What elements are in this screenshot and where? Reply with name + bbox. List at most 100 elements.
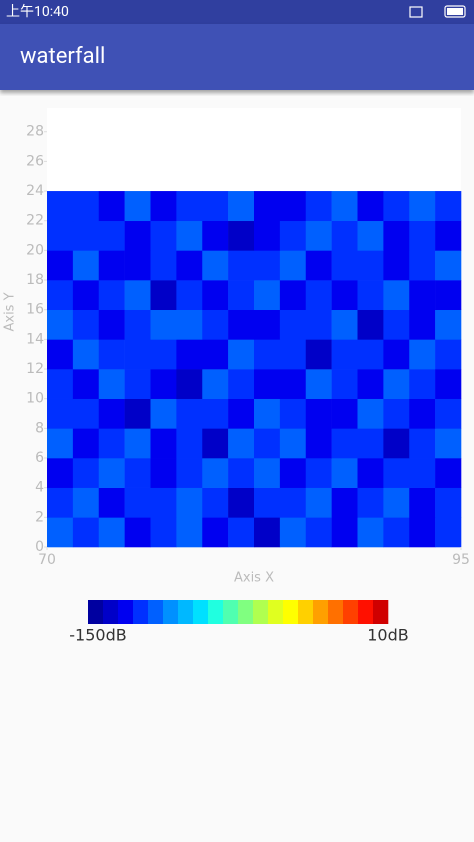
heatmap-cell <box>435 309 462 340</box>
heatmap-cell <box>176 280 203 311</box>
heatmap-cell <box>47 369 74 399</box>
heatmap-cell <box>150 458 177 488</box>
x-tick-label: 95 <box>452 552 470 568</box>
y-tick-label: 4 <box>35 480 44 496</box>
heatmap-cell <box>331 339 358 370</box>
heatmap-cell <box>124 309 151 340</box>
heatmap-cell <box>357 280 384 311</box>
y-tick-label: 8 <box>35 420 44 436</box>
heatmap-cell <box>202 517 229 548</box>
heatmap-cell <box>435 191 462 222</box>
heatmap-cell <box>47 398 74 429</box>
status-icons <box>409 5 466 18</box>
colorbar-swatch <box>103 600 119 624</box>
heatmap-cell <box>47 428 74 459</box>
heatmap-cell <box>176 487 203 518</box>
heatmap-cell <box>254 487 281 518</box>
heatmap-cell <box>331 458 358 488</box>
heatmap-cell <box>331 191 358 222</box>
colorbar-swatch <box>283 600 299 624</box>
heatmap-cell <box>383 309 410 340</box>
heatmap-cell <box>435 369 462 399</box>
heatmap-cell <box>409 191 436 222</box>
y-tick-label: 22 <box>26 213 44 229</box>
y-tick-label: 12 <box>26 361 44 377</box>
heatmap-cell <box>72 398 100 429</box>
y-tick-label: 6 <box>35 450 44 466</box>
heatmap-cell <box>435 220 462 251</box>
y-tick-label: 28 <box>26 124 44 140</box>
heatmap-cell <box>150 309 177 340</box>
heatmap-cell <box>124 458 151 488</box>
heatmap-cell <box>47 517 74 548</box>
heatmap-cell <box>383 428 410 459</box>
heatmap-cell <box>47 487 74 518</box>
heatmap-cell <box>176 220 203 251</box>
heatmap-cell <box>72 487 100 518</box>
heatmap-cell <box>357 309 384 340</box>
heatmap-cell <box>202 487 229 518</box>
heatmap-cell <box>150 339 177 370</box>
heatmap-cell <box>409 487 436 518</box>
heatmap-cell <box>150 487 177 518</box>
heatmap-cell <box>228 309 255 340</box>
heatmap-cell <box>228 369 255 399</box>
colorbar-swatch <box>253 600 269 624</box>
heatmap-cell <box>383 250 410 281</box>
heatmap-cell <box>98 250 125 281</box>
heatmap-cell <box>150 428 177 459</box>
heatmap-cell <box>176 369 203 399</box>
heatmap-cell <box>202 280 229 311</box>
heatmap-cell <box>331 280 358 311</box>
heatmap-cell <box>72 428 100 459</box>
heatmap-cell <box>409 517 436 548</box>
heatmap-cell <box>357 339 384 370</box>
heatmap-cell <box>47 339 74 370</box>
colorbar-swatch <box>88 600 104 624</box>
heatmap-cell <box>202 191 229 222</box>
heatmap-cell <box>176 309 203 340</box>
heatmap-cell <box>383 487 410 518</box>
heatmap-cell <box>72 191 100 222</box>
heatmap-cell <box>331 487 358 518</box>
heatmap-cell <box>150 517 177 548</box>
heatmap-cell <box>98 487 125 518</box>
heatmap-cell <box>228 280 255 311</box>
heatmap-cell <box>435 487 462 518</box>
heatmap-cell <box>72 369 100 399</box>
heatmap-cell <box>72 458 100 488</box>
heatmap-cell <box>228 517 255 548</box>
heatmap-cell <box>279 487 307 518</box>
heatmap-cell <box>176 250 203 281</box>
icon-battery <box>444 5 466 18</box>
heatmap-cell <box>72 220 100 251</box>
y-tick-label: 18 <box>26 272 44 288</box>
heatmap-cell <box>357 487 384 518</box>
colorbar-label: -150dB <box>69 626 126 645</box>
colorbar-swatch <box>163 600 179 624</box>
heatmap-cell <box>228 191 255 222</box>
heatmap-cell <box>331 398 358 429</box>
heatmap-cell <box>72 339 100 370</box>
heatmap-cell <box>279 220 307 251</box>
heatmap-cell <box>305 428 332 459</box>
heatmap-cell <box>150 191 177 222</box>
heatmap-cell <box>228 487 255 518</box>
heatmap-cell <box>409 458 436 488</box>
heatmap-cell <box>435 428 462 459</box>
heatmap-cell <box>357 517 384 548</box>
heatmap-cell <box>150 369 177 399</box>
heatmap-cell <box>409 369 436 399</box>
heatmap-cell <box>357 369 384 399</box>
heatmap-cell <box>279 458 307 488</box>
heatmap-cell <box>124 220 151 251</box>
heatmap-cell <box>124 487 151 518</box>
y-tick-label: 20 <box>26 242 44 258</box>
heatmap-cell <box>279 250 307 281</box>
colorbar-swatch <box>313 600 329 624</box>
heatmap-cell <box>279 428 307 459</box>
heatmap-cell <box>254 458 281 488</box>
heatmap-cell <box>305 458 332 488</box>
